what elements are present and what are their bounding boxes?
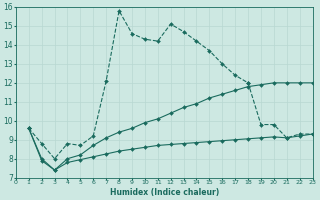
X-axis label: Humidex (Indice chaleur): Humidex (Indice chaleur) <box>109 188 219 197</box>
